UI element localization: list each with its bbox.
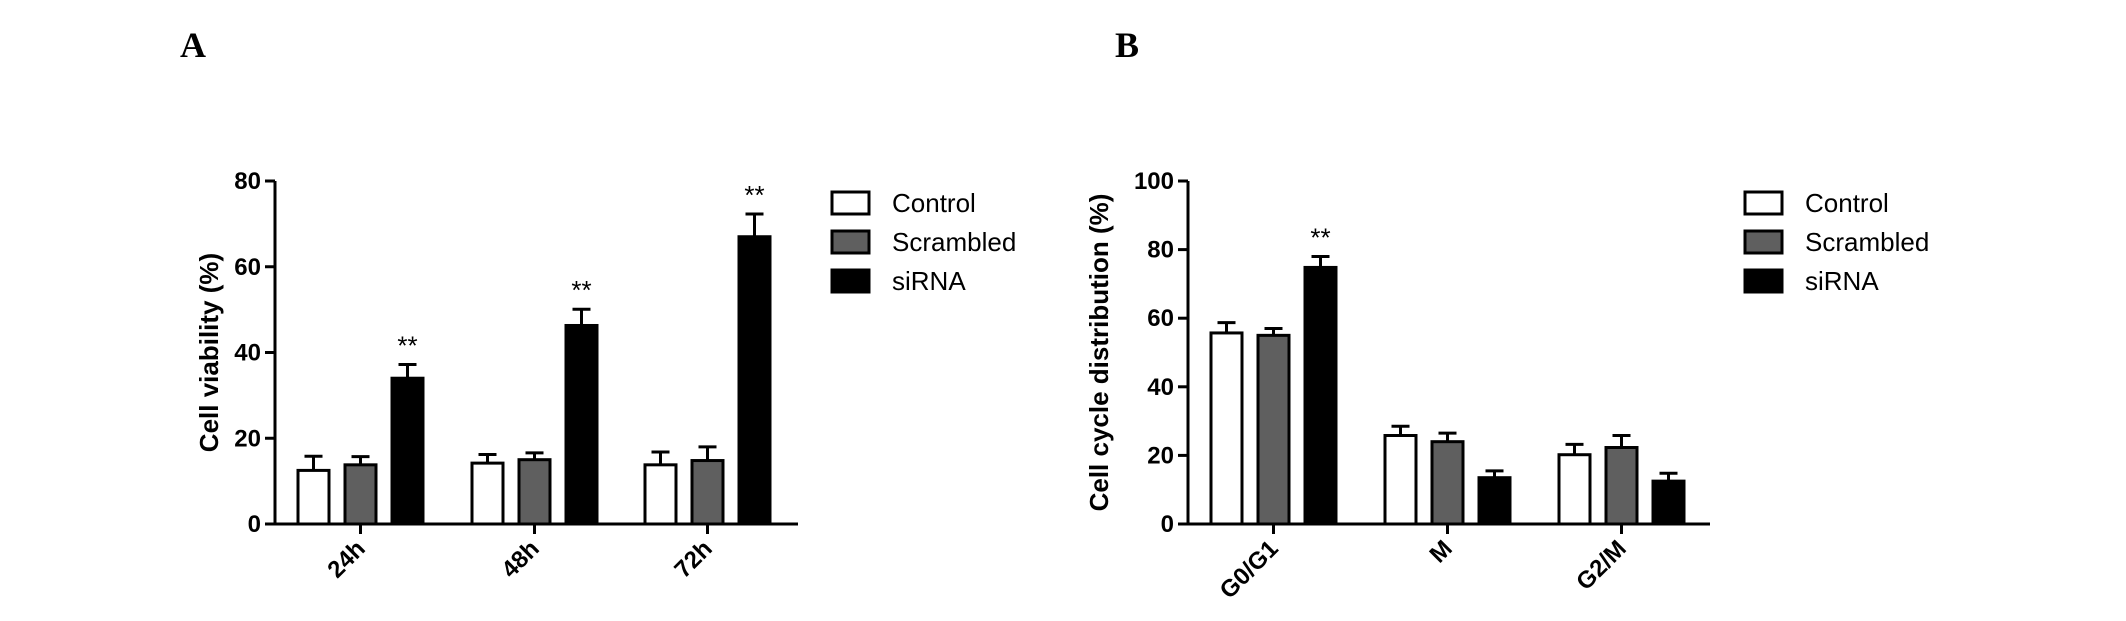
legend-label: Scrambled	[892, 227, 1016, 257]
significance-label: **	[744, 180, 764, 210]
bar	[1430, 440, 1465, 526]
bar	[1303, 265, 1338, 526]
y-axis-title: Cell viability (%)	[194, 253, 224, 452]
bar	[1256, 333, 1291, 526]
panel-letter: B	[1115, 25, 1139, 65]
y-tick-label: 100	[1134, 168, 1174, 195]
y-tick-label: 0	[248, 511, 261, 538]
y-tick-label: 20	[234, 425, 261, 452]
bar	[1651, 479, 1686, 526]
legend-swatch	[1743, 268, 1784, 294]
y-tick-label: 60	[1147, 305, 1174, 332]
bar	[1383, 434, 1418, 526]
y-tick-label: 40	[234, 340, 261, 367]
legend-swatch	[1743, 190, 1784, 216]
bar	[343, 463, 378, 526]
y-tick-label: 80	[1147, 237, 1174, 264]
x-tick-label: M	[1425, 535, 1458, 568]
panel-a: A 0 20 40 60 80 Cell viability (%) 24h ** 48h ** 72…	[180, 25, 1016, 583]
bar	[737, 235, 772, 526]
y-tick-label: 60	[234, 254, 261, 281]
legend-label: Control	[1805, 188, 1889, 218]
legend-label: siRNA	[1805, 266, 1879, 296]
legend-swatch	[830, 190, 871, 216]
significance-label: **	[571, 275, 591, 305]
legend-swatch	[1743, 229, 1784, 255]
bar	[1209, 331, 1244, 526]
bar	[1604, 446, 1639, 526]
bar	[1557, 453, 1592, 526]
x-tick-label: 24h	[322, 535, 370, 583]
x-tick-label: 72h	[669, 535, 717, 583]
bar	[690, 459, 725, 526]
x-tick-label: G0/G1	[1215, 535, 1284, 604]
y-tick-label: 40	[1147, 374, 1174, 401]
x-tick-label: G2/M	[1571, 535, 1632, 596]
legend-label: Control	[892, 188, 976, 218]
bar	[517, 458, 552, 526]
legend-label: Scrambled	[1805, 227, 1929, 257]
panel-letter: A	[180, 25, 206, 65]
legend-swatch	[830, 268, 871, 294]
y-tick-label: 80	[234, 168, 261, 195]
y-axis-title: Cell cycle distribution (%)	[1084, 194, 1114, 512]
panel-b: B 0 20 40 60 80 100 Cell cycle distribution (%)…	[1084, 25, 1929, 604]
bar	[1477, 476, 1512, 526]
bar	[390, 376, 425, 526]
y-tick-label: 0	[1161, 511, 1174, 538]
significance-label: **	[1310, 222, 1330, 252]
bar	[470, 461, 505, 526]
legend-label: siRNA	[892, 266, 966, 296]
legend-swatch	[830, 229, 871, 255]
significance-label: **	[397, 331, 417, 361]
y-tick-label: 20	[1147, 442, 1174, 469]
x-tick-label: 48h	[496, 535, 544, 583]
bar	[564, 323, 599, 526]
bar	[643, 463, 678, 526]
bar	[296, 468, 331, 526]
